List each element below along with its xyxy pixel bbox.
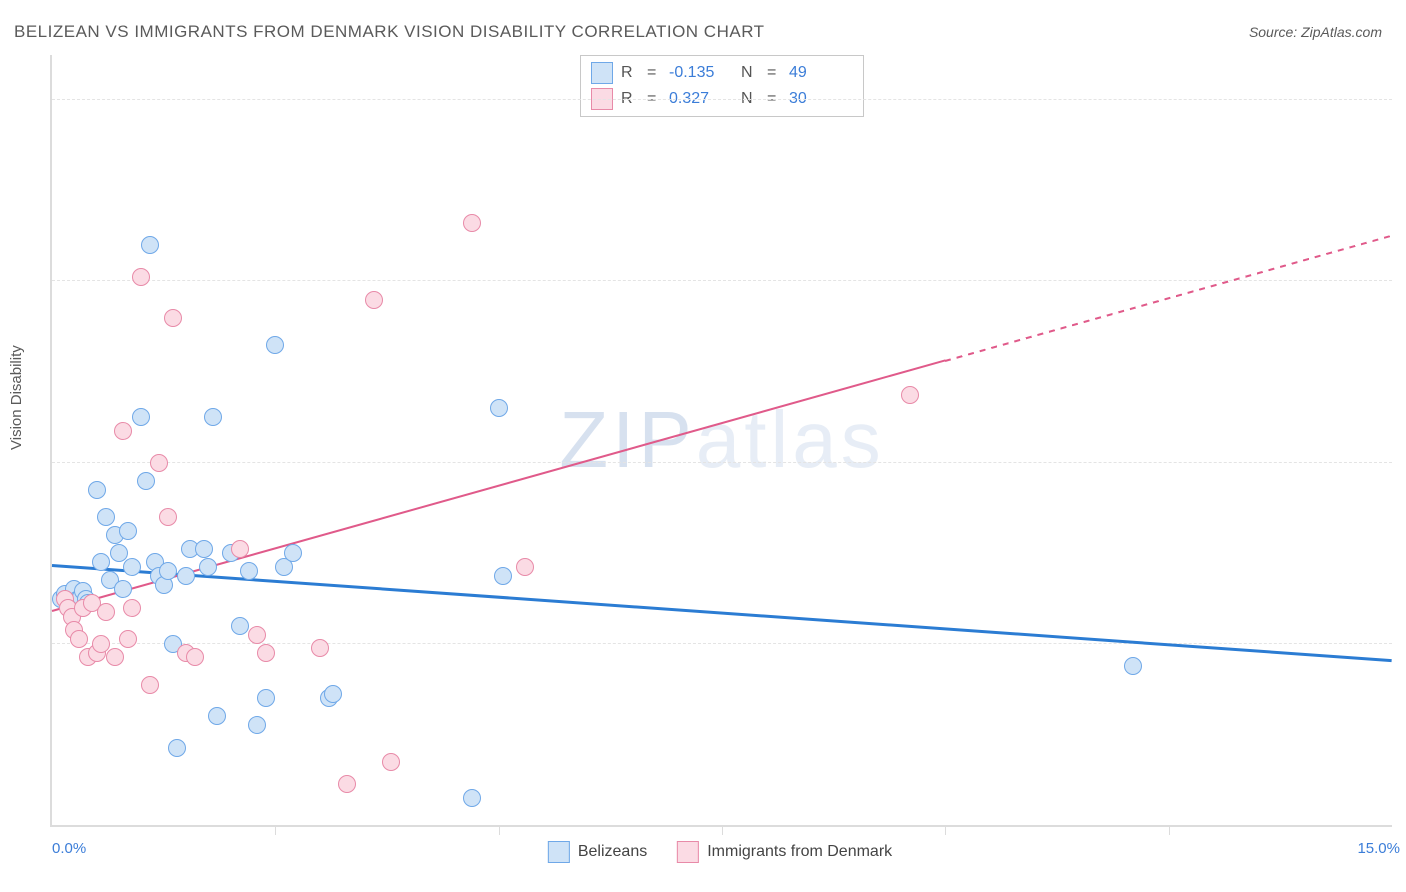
data-point (114, 422, 132, 440)
data-point (186, 648, 204, 666)
legend-stats-row-0: R = -0.135 N = 49 (591, 60, 853, 86)
data-point (231, 540, 249, 558)
data-point (97, 603, 115, 621)
data-point (240, 562, 258, 580)
data-point (199, 558, 217, 576)
data-point (123, 599, 141, 617)
data-point (208, 707, 226, 725)
data-point (141, 676, 159, 694)
legend-N-value-0: 49 (789, 64, 853, 82)
data-point (516, 558, 534, 576)
legend-stats: R = -0.135 N = 49 R = 0.327 N = 30 (580, 55, 864, 117)
legend-item-0: Belizeans (548, 841, 647, 863)
data-point (284, 544, 302, 562)
legend-R-label: R (621, 64, 639, 82)
data-point (114, 580, 132, 598)
data-point (119, 522, 137, 540)
source-attribution: Source: ZipAtlas.com (1249, 24, 1382, 40)
data-point (257, 689, 275, 707)
watermark: ZIPatlas (559, 394, 884, 486)
data-point (70, 630, 88, 648)
data-point (204, 408, 222, 426)
data-point (266, 336, 284, 354)
y-axis-label: Vision Disability (8, 345, 25, 450)
plot-region: ZIPatlas R = -0.135 N = 49 R = 0.327 N =… (50, 55, 1392, 827)
data-point (1124, 657, 1142, 675)
gridline (52, 280, 1392, 281)
x-axis-label-max: 15.0% (1357, 840, 1400, 857)
x-axis-label-min: 0.0% (52, 840, 86, 857)
chart-area: ZIPatlas R = -0.135 N = 49 R = 0.327 N =… (50, 55, 1390, 825)
data-point (92, 553, 110, 571)
legend-item-1: Immigrants from Denmark (677, 841, 892, 863)
data-point (132, 268, 150, 286)
legend-swatch (548, 841, 570, 863)
data-point (365, 291, 383, 309)
data-point (123, 558, 141, 576)
gridline (52, 462, 1392, 463)
legend-label: Immigrants from Denmark (707, 843, 892, 861)
data-point (463, 214, 481, 232)
watermark-zip: ZIP (559, 395, 695, 484)
x-tick (945, 825, 946, 835)
data-point (231, 617, 249, 635)
data-point (901, 386, 919, 404)
data-point (177, 567, 195, 585)
legend-series: Belizeans Immigrants from Denmark (548, 841, 892, 863)
data-point (257, 644, 275, 662)
x-tick (275, 825, 276, 835)
data-point (106, 648, 124, 666)
data-point (137, 472, 155, 490)
data-point (324, 685, 342, 703)
data-point (248, 626, 266, 644)
x-tick (499, 825, 500, 835)
trend-line (945, 234, 1392, 361)
watermark-atlas: atlas (696, 395, 885, 484)
data-point (463, 789, 481, 807)
data-point (132, 408, 150, 426)
data-point (159, 508, 177, 526)
data-point (490, 399, 508, 417)
legend-label: Belizeans (578, 843, 647, 861)
x-tick (1169, 825, 1170, 835)
legend-swatch (677, 841, 699, 863)
data-point (119, 630, 137, 648)
data-point (150, 454, 168, 472)
data-point (338, 775, 356, 793)
data-point (97, 508, 115, 526)
data-point (141, 236, 159, 254)
chart-title: BELIZEAN VS IMMIGRANTS FROM DENMARK VISI… (14, 22, 765, 42)
data-point (311, 639, 329, 657)
data-point (168, 739, 186, 757)
data-point (88, 481, 106, 499)
data-point (248, 716, 266, 734)
legend-eq: = (767, 64, 781, 82)
data-point (195, 540, 213, 558)
legend-R-value-0: -0.135 (669, 64, 733, 82)
legend-swatch-0 (591, 62, 613, 84)
x-tick (722, 825, 723, 835)
legend-eq: = (647, 64, 661, 82)
data-point (382, 753, 400, 771)
data-point (164, 309, 182, 327)
legend-N-label: N (741, 64, 759, 82)
data-point (494, 567, 512, 585)
data-point (159, 562, 177, 580)
gridline (52, 99, 1392, 100)
